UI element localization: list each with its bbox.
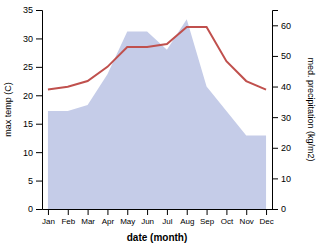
tick-label: 0	[28, 204, 33, 214]
marks	[48, 19, 266, 209]
tick-label: Feb	[61, 217, 75, 226]
tick: 30	[272, 113, 291, 123]
tick-mark	[36, 124, 42, 125]
tick-label: 20	[281, 143, 291, 153]
chart-container: Jan Feb Mar Apr May Jun Jul Aug Sep Oct Nov Dec 0 5 10…	[0, 0, 318, 247]
x-axis: Jan Feb Mar Apr May Jun Jul Aug Sep Oct Nov Dec	[42, 209, 274, 226]
tick-label: Oct	[221, 217, 234, 226]
tick: Oct	[221, 209, 234, 226]
tick-label: 35	[23, 5, 33, 15]
tick: Jan	[42, 209, 55, 226]
tick-label: 0	[281, 204, 286, 214]
tick-mark	[68, 209, 69, 215]
tick: Feb	[61, 209, 75, 226]
tick-label: Jan	[42, 217, 55, 226]
tick: 25	[23, 62, 42, 72]
y-axis-title: max temp (C)	[3, 82, 13, 137]
tick: 50	[272, 51, 291, 61]
tick-mark	[272, 178, 278, 179]
tick-mark	[48, 209, 49, 215]
tick-mark	[272, 209, 278, 210]
tick-mark	[246, 209, 247, 215]
tick-label: Jun	[141, 217, 154, 226]
tick-mark	[36, 38, 42, 39]
axis-line	[43, 209, 273, 210]
tick-mark	[36, 181, 42, 182]
tick-mark	[167, 209, 168, 215]
tick: 10	[272, 174, 291, 184]
tick: 20	[23, 91, 42, 101]
axis-line	[273, 11, 279, 210]
tick-label: 5	[28, 176, 33, 186]
tick-mark	[272, 56, 278, 57]
plot-area: Jan Feb Mar Apr May Jun Jul Aug Sep Oct Nov Dec 0 5 10…	[23, 5, 291, 225]
tick-mark	[127, 209, 128, 215]
tick-mark	[36, 10, 42, 11]
line	[48, 27, 266, 90]
tick-label: Nov	[240, 217, 254, 226]
tick-mark	[147, 209, 148, 215]
tick: 40	[272, 82, 291, 92]
tick-mark	[207, 209, 208, 215]
chart-svg: Jan Feb Mar Apr May Jun Jul Aug Sep Oct Nov Dec 0 5 10…	[0, 0, 318, 247]
tick: 60	[272, 21, 291, 31]
tick-label: 10	[281, 174, 291, 184]
tick-label: 40	[281, 82, 291, 92]
tick: Sep	[200, 209, 215, 226]
tick: Nov	[240, 209, 254, 226]
tick-label: Apr	[102, 217, 115, 226]
tick: Jul	[162, 209, 172, 226]
tick-label: 20	[23, 91, 33, 101]
tick-label: 50	[281, 51, 291, 61]
tick-mark	[36, 95, 42, 96]
tick: 20	[272, 143, 291, 153]
tick-mark	[36, 209, 42, 210]
tick: 5	[28, 176, 42, 186]
tick-label: Dec	[259, 217, 273, 226]
tick: May	[120, 209, 135, 226]
tick-label: Sep	[200, 217, 215, 226]
tick-mark	[36, 152, 42, 153]
tick-label: Aug	[180, 217, 194, 226]
tick-mark	[272, 25, 278, 26]
tick-mark	[187, 209, 188, 215]
tick-label: May	[120, 217, 135, 226]
tick-mark	[107, 209, 108, 215]
tick-label: Jul	[162, 217, 172, 226]
tick-label: 30	[23, 34, 33, 44]
tick-label: 10	[23, 148, 33, 158]
x-axis-title: date (month)	[127, 232, 188, 243]
tick-label: 25	[23, 62, 33, 72]
tick-label: 15	[23, 119, 33, 129]
tick-label: Mar	[81, 217, 95, 226]
tick: 15	[23, 119, 42, 129]
tick: Apr	[102, 209, 115, 226]
tick: 35	[23, 5, 42, 15]
tick: 30	[23, 34, 42, 44]
tick: 0	[272, 204, 286, 214]
tick: Dec	[259, 209, 273, 226]
tick-label: 30	[281, 113, 291, 123]
tick-mark	[36, 67, 42, 68]
area	[48, 19, 266, 209]
axis-line	[36, 11, 43, 210]
y2-axis-title: med. precipitation (kg/m2)	[306, 57, 316, 161]
y-axis: 0 5 10 15 20 25 30 35	[23, 5, 43, 214]
tick-mark	[266, 209, 267, 215]
tick: 0	[28, 204, 42, 214]
tick-label: 60	[281, 21, 291, 31]
tick-mark	[272, 148, 278, 149]
tick-mark	[88, 209, 89, 215]
tick: 10	[23, 148, 42, 158]
tick: Mar	[81, 209, 95, 226]
tick: Jun	[141, 209, 154, 226]
tick-mark	[226, 209, 227, 215]
tick-mark	[272, 87, 278, 88]
y2-axis: 0 10 20 30 40 50 60	[272, 11, 291, 215]
tick-mark	[272, 117, 278, 118]
tick: Aug	[180, 209, 194, 226]
